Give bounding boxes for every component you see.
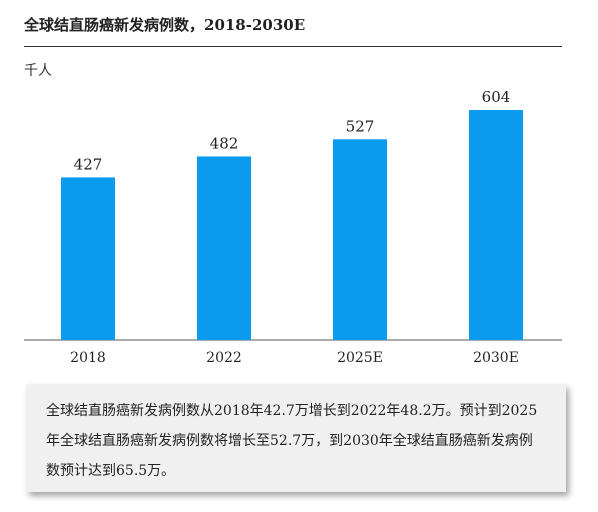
bar-2025E [333,139,387,340]
bar-2018 [61,177,115,340]
data-label-2022: 482 [210,134,239,152]
x-tick-label-2030E: 2030E [473,350,519,366]
summary-text: 全球结直肠癌新发病例数从2018年42.7万增长到2022年48.2万。预计到2… [46,403,538,479]
bar-chart: 427 2018 482 2022 527 2025E 604 2030E [24,88,562,366]
data-label-2030E: 604 [482,88,511,106]
chart-title: 全球结直肠癌新发病例数，2018-2030E [24,16,306,34]
x-tick-label-2025E: 2025E [337,350,383,366]
unit-label: 千人 [24,63,52,79]
data-label-2025E: 527 [346,117,375,135]
x-tick-label-2022: 2022 [206,350,242,366]
summary-note: 全球结直肠癌新发病例数从2018年42.7万增长到2022年48.2万。预计到2… [26,384,566,492]
title-divider [24,46,562,47]
bar-2022 [197,156,251,340]
data-label-2018: 427 [74,155,103,173]
bar-2030E [469,110,523,340]
x-tick-label-2018: 2018 [70,350,106,366]
